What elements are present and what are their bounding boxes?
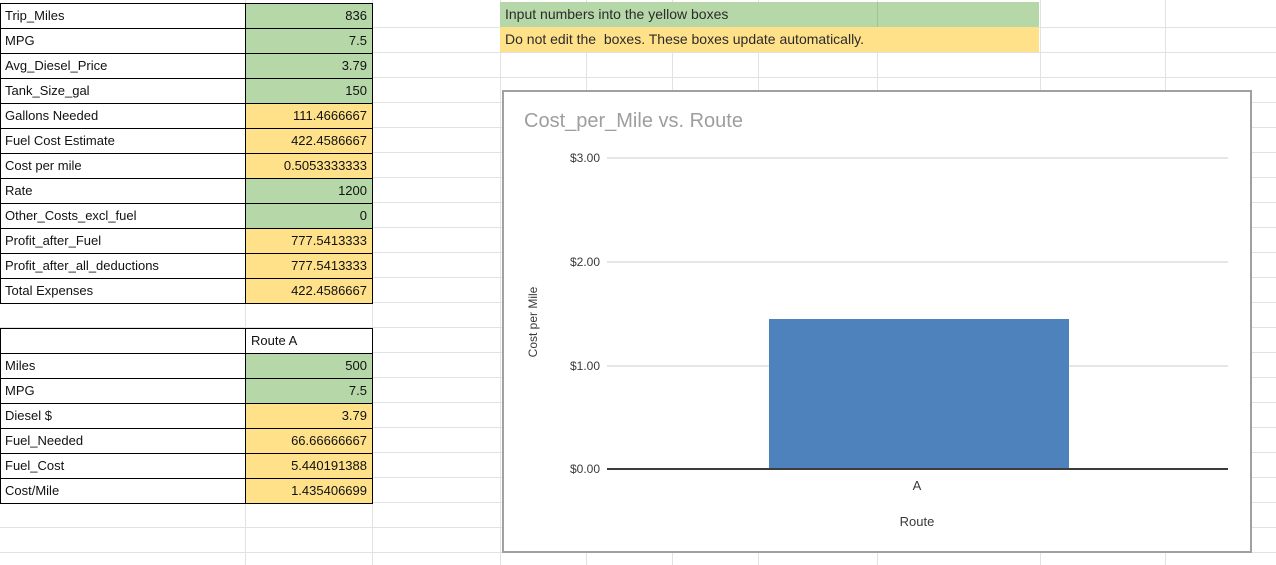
- chart-title: Cost_per_Mile vs. Route: [524, 110, 743, 132]
- bar-route-a[interactable]: [769, 319, 1069, 468]
- cell-empty[interactable]: [1, 329, 246, 354]
- cell-label[interactable]: Diesel $: [1, 404, 246, 429]
- route-header-cell[interactable]: Route A: [246, 329, 373, 354]
- cell-value-input[interactable]: 836: [246, 4, 373, 29]
- instruction-yellow-cell[interactable]: Do not edit the boxes. These boxes updat…: [500, 27, 1039, 52]
- cell-value-auto[interactable]: 1.435406699: [246, 479, 373, 504]
- cell-value-auto[interactable]: 0.5053333333: [246, 154, 373, 179]
- x-axis-title: Route: [899, 514, 935, 529]
- cell-value-auto[interactable]: 3.79: [246, 404, 373, 429]
- instruction-green-cell[interactable]: Input numbers into the yellow boxes: [500, 2, 1039, 27]
- cell-value-auto[interactable]: 66.66666667: [246, 429, 373, 454]
- cell-label[interactable]: Avg_Diesel_Price: [1, 54, 246, 79]
- cost-per-mile-chart[interactable]: Cost_per_Mile vs. Route $3.00 $2.00 $1.0…: [502, 90, 1252, 553]
- cell-value-auto[interactable]: 777.5413333: [246, 254, 373, 279]
- cell-label[interactable]: Fuel Cost Estimate: [1, 129, 246, 154]
- cell-divider: [877, 2, 878, 27]
- cell-value-input[interactable]: 7.5: [246, 29, 373, 54]
- cell-label[interactable]: MPG: [1, 29, 246, 54]
- cell-value-input[interactable]: 0: [246, 204, 373, 229]
- sheet-col-gridline: [500, 0, 501, 565]
- y-tick-label: $0.00: [569, 462, 600, 476]
- cell-label[interactable]: Fuel_Needed: [1, 429, 246, 454]
- trip-calculator-table: Trip_Miles 836 MPG 7.5 Avg_Diesel_Price …: [0, 3, 373, 304]
- cell-label[interactable]: Tank_Size_gal: [1, 79, 246, 104]
- cell-label[interactable]: Trip_Miles: [1, 4, 246, 29]
- cell-value-auto[interactable]: 5.440191388: [246, 454, 373, 479]
- cell-label[interactable]: Total Expenses: [1, 279, 246, 304]
- cell-label[interactable]: Rate: [1, 179, 246, 204]
- cell-value-input[interactable]: 1200: [246, 179, 373, 204]
- cell-value-input[interactable]: 500: [246, 354, 373, 379]
- y-axis-title: Cost per Mile: [526, 286, 540, 358]
- cell-label[interactable]: Fuel_Cost: [1, 454, 246, 479]
- chart-gridline: [607, 261, 1228, 263]
- y-tick-label: $2.00: [569, 255, 600, 269]
- cell-value-auto[interactable]: 422.4586667: [246, 279, 373, 304]
- route-a-table: Route A Miles 500 MPG 7.5 Diesel $ 3.79 …: [0, 328, 373, 504]
- cell-label[interactable]: Profit_after_all_deductions: [1, 254, 246, 279]
- cell-label[interactable]: Profit_after_Fuel: [1, 229, 246, 254]
- y-tick-label: $1.00: [569, 359, 600, 373]
- x-tick-label: A: [912, 478, 922, 493]
- cell-value-input[interactable]: 150: [246, 79, 373, 104]
- cell-label[interactable]: Other_Costs_excl_fuel: [1, 204, 246, 229]
- cell-value-input[interactable]: 3.79: [246, 54, 373, 79]
- cell-label[interactable]: Gallons Needed: [1, 104, 246, 129]
- chart-gridline: [607, 157, 1228, 159]
- cell-label[interactable]: Miles: [1, 354, 246, 379]
- cell-value-auto[interactable]: 111.4666667: [246, 104, 373, 129]
- cell-value-auto[interactable]: 777.5413333: [246, 229, 373, 254]
- cell-value-input[interactable]: 7.5: [246, 379, 373, 404]
- cell-label[interactable]: Cost/Mile: [1, 479, 246, 504]
- x-axis-line: [607, 468, 1228, 470]
- y-tick-label: $3.00: [569, 151, 600, 165]
- cell-value-auto[interactable]: 422.4586667: [246, 129, 373, 154]
- cell-label[interactable]: MPG: [1, 379, 246, 404]
- cell-label[interactable]: Cost per mile: [1, 154, 246, 179]
